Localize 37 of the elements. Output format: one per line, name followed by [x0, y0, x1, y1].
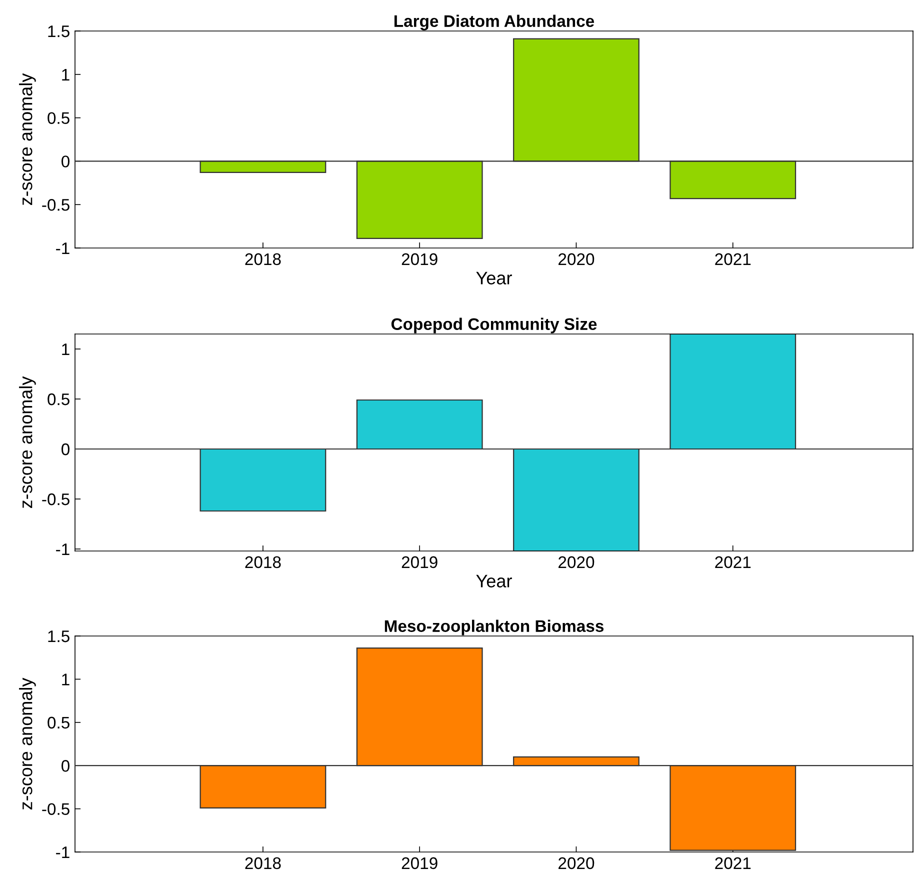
x-tick-label: 2018 — [245, 857, 281, 870]
y-tick-label: -0.5 — [42, 803, 70, 816]
y-tick-label: 0 — [62, 156, 70, 168]
x-tick-label: 2019 — [402, 253, 438, 266]
y-tick-label: -1 — [56, 544, 70, 556]
y-tick-label: 0 — [62, 760, 70, 772]
x-tick-label: 2019 — [402, 857, 438, 870]
x-tick-label: 2018 — [245, 556, 281, 568]
y-tick-label: -0.5 — [42, 493, 70, 506]
y-axis-title: z-score anomaly — [19, 678, 36, 810]
y-tick-label: 1 — [62, 674, 70, 686]
y-tick-label: -1 — [56, 242, 70, 254]
y-tick-label: 0 — [62, 443, 70, 456]
y-tick-label: 1.5 — [48, 630, 70, 642]
y-tick-label: 0.5 — [48, 112, 70, 124]
x-tick-label: 2018 — [245, 253, 281, 266]
y-axis-title: z-score anomaly — [19, 73, 36, 205]
chart-title: Copepod Community Size — [391, 318, 597, 334]
x-tick-label: 2020 — [558, 556, 594, 568]
x-tick-label: 2020 — [558, 253, 594, 266]
y-tick-label: 1.5 — [48, 26, 70, 38]
chart-title: Large Diatom Abundance — [394, 14, 594, 30]
x-tick-label: 2019 — [402, 556, 438, 568]
x-tick-label: 2021 — [715, 857, 751, 870]
y-tick-label: 1 — [62, 68, 70, 80]
y-tick-label: 0.5 — [48, 393, 70, 406]
y-tick-label: 0.5 — [48, 716, 70, 729]
y-tick-label: 1 — [62, 344, 70, 356]
chart-title: Meso-zooplankton Biomass — [384, 620, 604, 636]
x-axis-title: Year — [476, 272, 512, 284]
x-tick-label: 2021 — [715, 253, 751, 266]
x-axis-title: Year — [476, 574, 512, 588]
y-axis-title: z-score anomaly — [19, 376, 36, 508]
y-tick-label: -0.5 — [42, 199, 70, 211]
x-tick-label: 2021 — [715, 556, 751, 568]
y-tick-label: -1 — [56, 846, 70, 858]
x-tick-label: 2020 — [558, 857, 594, 870]
